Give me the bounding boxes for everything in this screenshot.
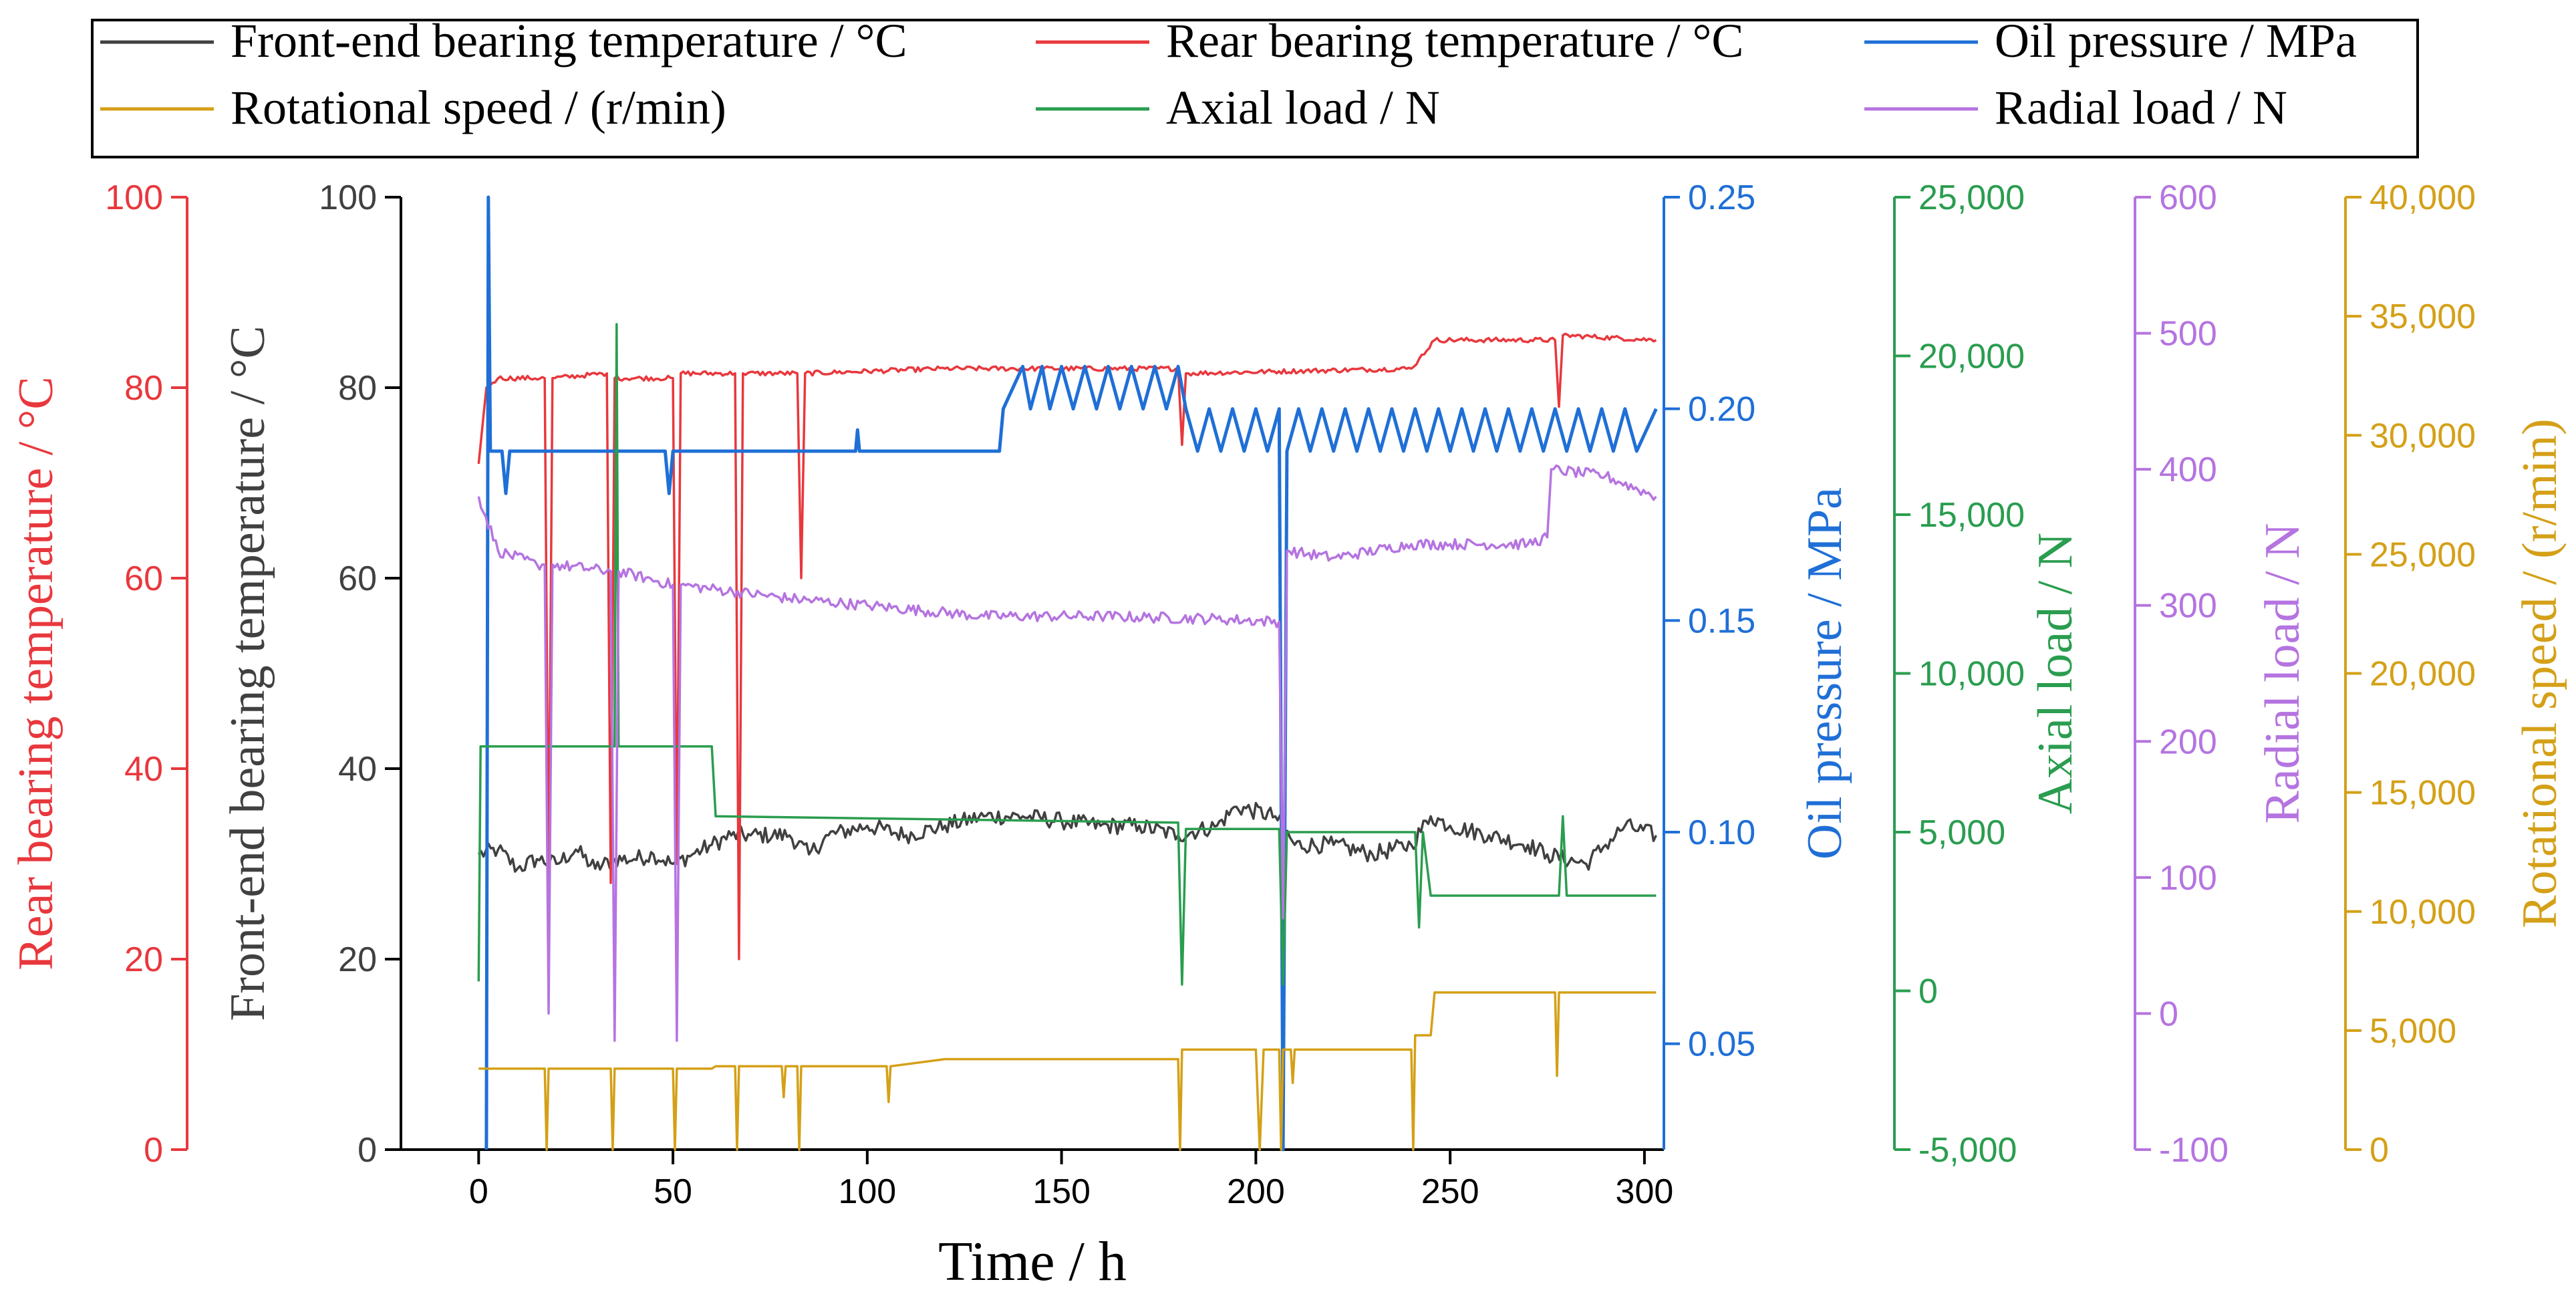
axis-radial-tick-label: 500 bbox=[2159, 315, 2217, 354]
axis-rear-tick-label: 20 bbox=[124, 940, 163, 979]
axis-speed-tick-label: 10,000 bbox=[2370, 893, 2476, 932]
axis-speed-tick-label: 0 bbox=[2370, 1131, 2389, 1170]
x-tick-label: 0 bbox=[469, 1172, 488, 1211]
axis-oil-tick-label: 0.15 bbox=[1688, 602, 1755, 640]
axis-speed-tick-label: 35,000 bbox=[2370, 297, 2476, 336]
series-front-line bbox=[477, 801, 1657, 873]
axis-front-tick-label: 80 bbox=[338, 369, 377, 408]
axis-axial-tick-label: 25,000 bbox=[1918, 178, 2025, 217]
axis-rear-tick-label: 100 bbox=[105, 178, 163, 217]
axis-rear-tick-label: 40 bbox=[124, 750, 163, 789]
series-rear-line bbox=[477, 332, 1657, 960]
axis-speed-tick-label: 40,000 bbox=[2370, 178, 2476, 217]
legend-label-rear: Rear bearing temperature / °C bbox=[1166, 14, 1743, 68]
x-tick-label: 50 bbox=[654, 1172, 692, 1211]
axis-front-tick-label: 60 bbox=[338, 559, 377, 598]
axis-radial-tick-label: 100 bbox=[2159, 859, 2217, 898]
axis-front-tick-label: 100 bbox=[319, 178, 377, 217]
axis-front-tick-label: 20 bbox=[338, 940, 377, 979]
axis-rear-tick-label: 60 bbox=[124, 559, 163, 598]
axis-radial-tick-label: 200 bbox=[2159, 723, 2217, 761]
series-speed-line bbox=[478, 991, 1657, 1151]
axis-oil-tick-label: 0.10 bbox=[1688, 813, 1755, 852]
axis-radial-title: Radial load / N bbox=[2255, 523, 2310, 823]
axis-radial-tick-label: -100 bbox=[2159, 1131, 2229, 1170]
axis-speed-tick-label: 5,000 bbox=[2370, 1012, 2456, 1051]
legend-label-speed: Rotational speed / (r/min) bbox=[231, 81, 726, 134]
legend-label-axial: Axial load / N bbox=[1166, 81, 1440, 134]
axis-speed-tick-label: 15,000 bbox=[2370, 774, 2476, 813]
axis-front-title: Front-end bearing temperature / °C bbox=[221, 326, 275, 1021]
series-oil-line bbox=[484, 195, 1658, 1152]
x-tick-label: 100 bbox=[838, 1172, 896, 1211]
axis-axial-tick-label: 10,000 bbox=[1918, 655, 2025, 694]
axis-axial-tick-label: 0 bbox=[1918, 972, 1938, 1011]
axis-rear-tick-label: 0 bbox=[144, 1131, 163, 1170]
axis-rear-tick-label: 80 bbox=[124, 369, 163, 408]
axis-axial-tick-label: 15,000 bbox=[1918, 496, 2025, 535]
axis-oil-tick-label: 0.20 bbox=[1688, 390, 1755, 429]
axis-axial-tick-label: 5,000 bbox=[1918, 813, 2005, 852]
legend-label-front: Front-end bearing temperature / °C bbox=[231, 14, 907, 68]
axis-front-tick-label: 0 bbox=[357, 1131, 377, 1170]
axis-axial-title: Axial load / N bbox=[2028, 533, 2083, 814]
axis-radial-tick-label: 400 bbox=[2159, 450, 2217, 489]
x-tick-label: 150 bbox=[1032, 1172, 1091, 1211]
axis-speed-tick-label: 25,000 bbox=[2370, 535, 2476, 574]
axis-oil-title: Oil pressure / MPa bbox=[1798, 487, 1852, 860]
x-tick-label: 250 bbox=[1421, 1172, 1479, 1211]
axis-speed-title: Rotational speed / (r/min) bbox=[2513, 418, 2567, 928]
x-tick-label: 300 bbox=[1616, 1172, 1674, 1211]
series-axial-line bbox=[477, 323, 1657, 986]
axis-rear-title: Rear bearing temperature / °C bbox=[9, 376, 63, 970]
series-radial-line bbox=[477, 464, 1657, 1042]
axis-oil-tick-label: 0.25 bbox=[1688, 178, 1755, 217]
legend: Front-end bearing temperature / °C Rear b… bbox=[91, 14, 2419, 158]
axis-speed-tick-label: 20,000 bbox=[2370, 655, 2476, 694]
legend-label-radial: Radial load / N bbox=[1995, 81, 2287, 134]
axis-front-tick-label: 40 bbox=[338, 750, 377, 789]
series-layer bbox=[477, 195, 1658, 1152]
axis-oil-tick-label: 0.05 bbox=[1688, 1025, 1755, 1064]
axis-speed-tick-label: 30,000 bbox=[2370, 416, 2476, 455]
axis-axial-tick-label: -5,000 bbox=[1918, 1131, 2017, 1170]
axis-radial-tick-label: 300 bbox=[2159, 587, 2217, 626]
axis-axial-tick-label: 20,000 bbox=[1918, 338, 2025, 376]
axis-radial-tick-label: 0 bbox=[2159, 995, 2178, 1033]
x-axis-title: Time / h bbox=[938, 1230, 1127, 1293]
legend-label-oil: Oil pressure / MPa bbox=[1995, 14, 2357, 68]
x-tick-label: 200 bbox=[1227, 1172, 1285, 1211]
legend-frame bbox=[91, 19, 2419, 158]
axis-radial-tick-label: 600 bbox=[2159, 178, 2217, 217]
